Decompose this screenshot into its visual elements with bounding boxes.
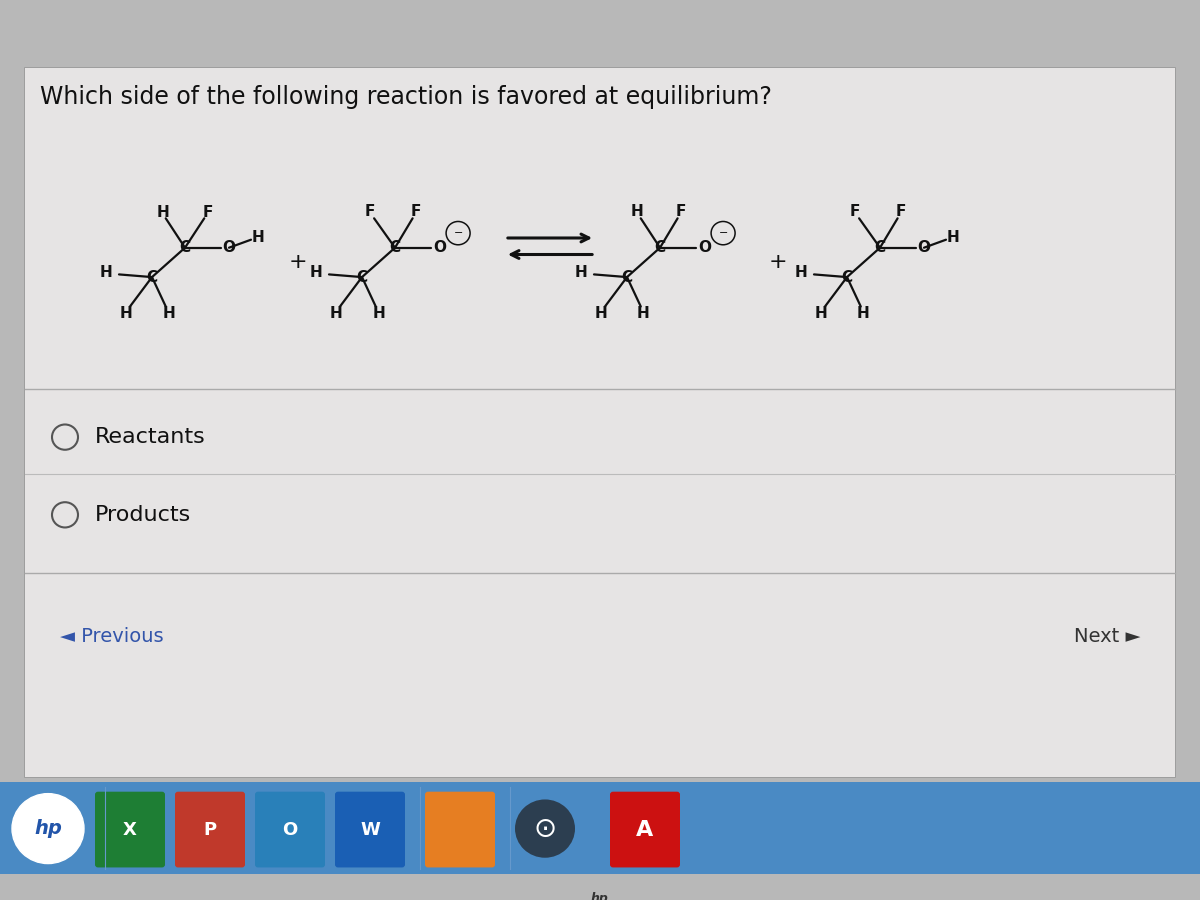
Text: H: H [157, 205, 169, 220]
Text: F: F [410, 204, 421, 219]
Text: H: H [947, 230, 959, 245]
Text: O: O [433, 240, 446, 256]
FancyBboxPatch shape [335, 792, 406, 868]
Text: −: − [454, 228, 463, 238]
FancyBboxPatch shape [25, 68, 1175, 777]
Text: F: F [676, 204, 686, 219]
FancyBboxPatch shape [95, 792, 166, 868]
Text: F: F [203, 205, 214, 220]
Text: hp: hp [592, 892, 608, 900]
Text: H: H [857, 306, 870, 321]
Text: C: C [356, 270, 367, 284]
Text: F: F [850, 204, 860, 219]
Text: O: O [698, 240, 712, 256]
Text: ⊙: ⊙ [533, 814, 557, 842]
Circle shape [12, 794, 84, 864]
Text: H: H [630, 204, 643, 219]
Text: H: H [329, 306, 342, 321]
Text: C: C [390, 240, 401, 256]
Text: C: C [875, 240, 886, 256]
Text: Products: Products [95, 505, 191, 525]
Text: P: P [204, 821, 216, 839]
Text: A: A [636, 820, 654, 840]
Text: O: O [282, 821, 298, 839]
Text: −: − [719, 228, 727, 238]
FancyBboxPatch shape [256, 792, 325, 868]
Text: H: H [372, 306, 385, 321]
Text: H: H [637, 306, 650, 321]
Text: ◄ Previous: ◄ Previous [60, 626, 163, 646]
FancyBboxPatch shape [25, 68, 1175, 777]
Circle shape [578, 878, 622, 900]
Text: hp: hp [34, 819, 62, 838]
Text: +: + [769, 252, 787, 273]
Text: C: C [841, 270, 852, 284]
Text: X: X [124, 821, 137, 839]
Text: H: H [162, 306, 175, 321]
Text: C: C [654, 240, 666, 256]
Text: H: H [310, 266, 323, 280]
Text: H: H [594, 306, 607, 321]
Text: C: C [622, 270, 632, 284]
Text: O: O [918, 240, 930, 256]
FancyBboxPatch shape [425, 792, 496, 868]
Text: H: H [575, 266, 588, 280]
FancyBboxPatch shape [175, 792, 245, 868]
Bar [0, 782, 1200, 874]
Text: Next ►: Next ► [1074, 626, 1140, 646]
Text: W: W [360, 821, 380, 839]
Text: H: H [815, 306, 827, 321]
Circle shape [430, 799, 490, 858]
Text: C: C [180, 240, 191, 256]
Bar [0, 874, 1200, 900]
Circle shape [515, 799, 575, 858]
Text: F: F [895, 204, 906, 219]
FancyBboxPatch shape [610, 792, 680, 868]
Text: Reactants: Reactants [95, 428, 205, 447]
Text: F: F [365, 204, 376, 219]
Text: O: O [222, 240, 235, 256]
Text: H: H [119, 306, 132, 321]
Text: H: H [794, 266, 808, 280]
Text: Which side of the following reaction is favored at equilibrium?: Which side of the following reaction is … [40, 86, 772, 109]
Text: C: C [146, 270, 157, 284]
Text: H: H [251, 230, 264, 245]
Text: +: + [289, 252, 307, 273]
Text: H: H [100, 266, 113, 280]
